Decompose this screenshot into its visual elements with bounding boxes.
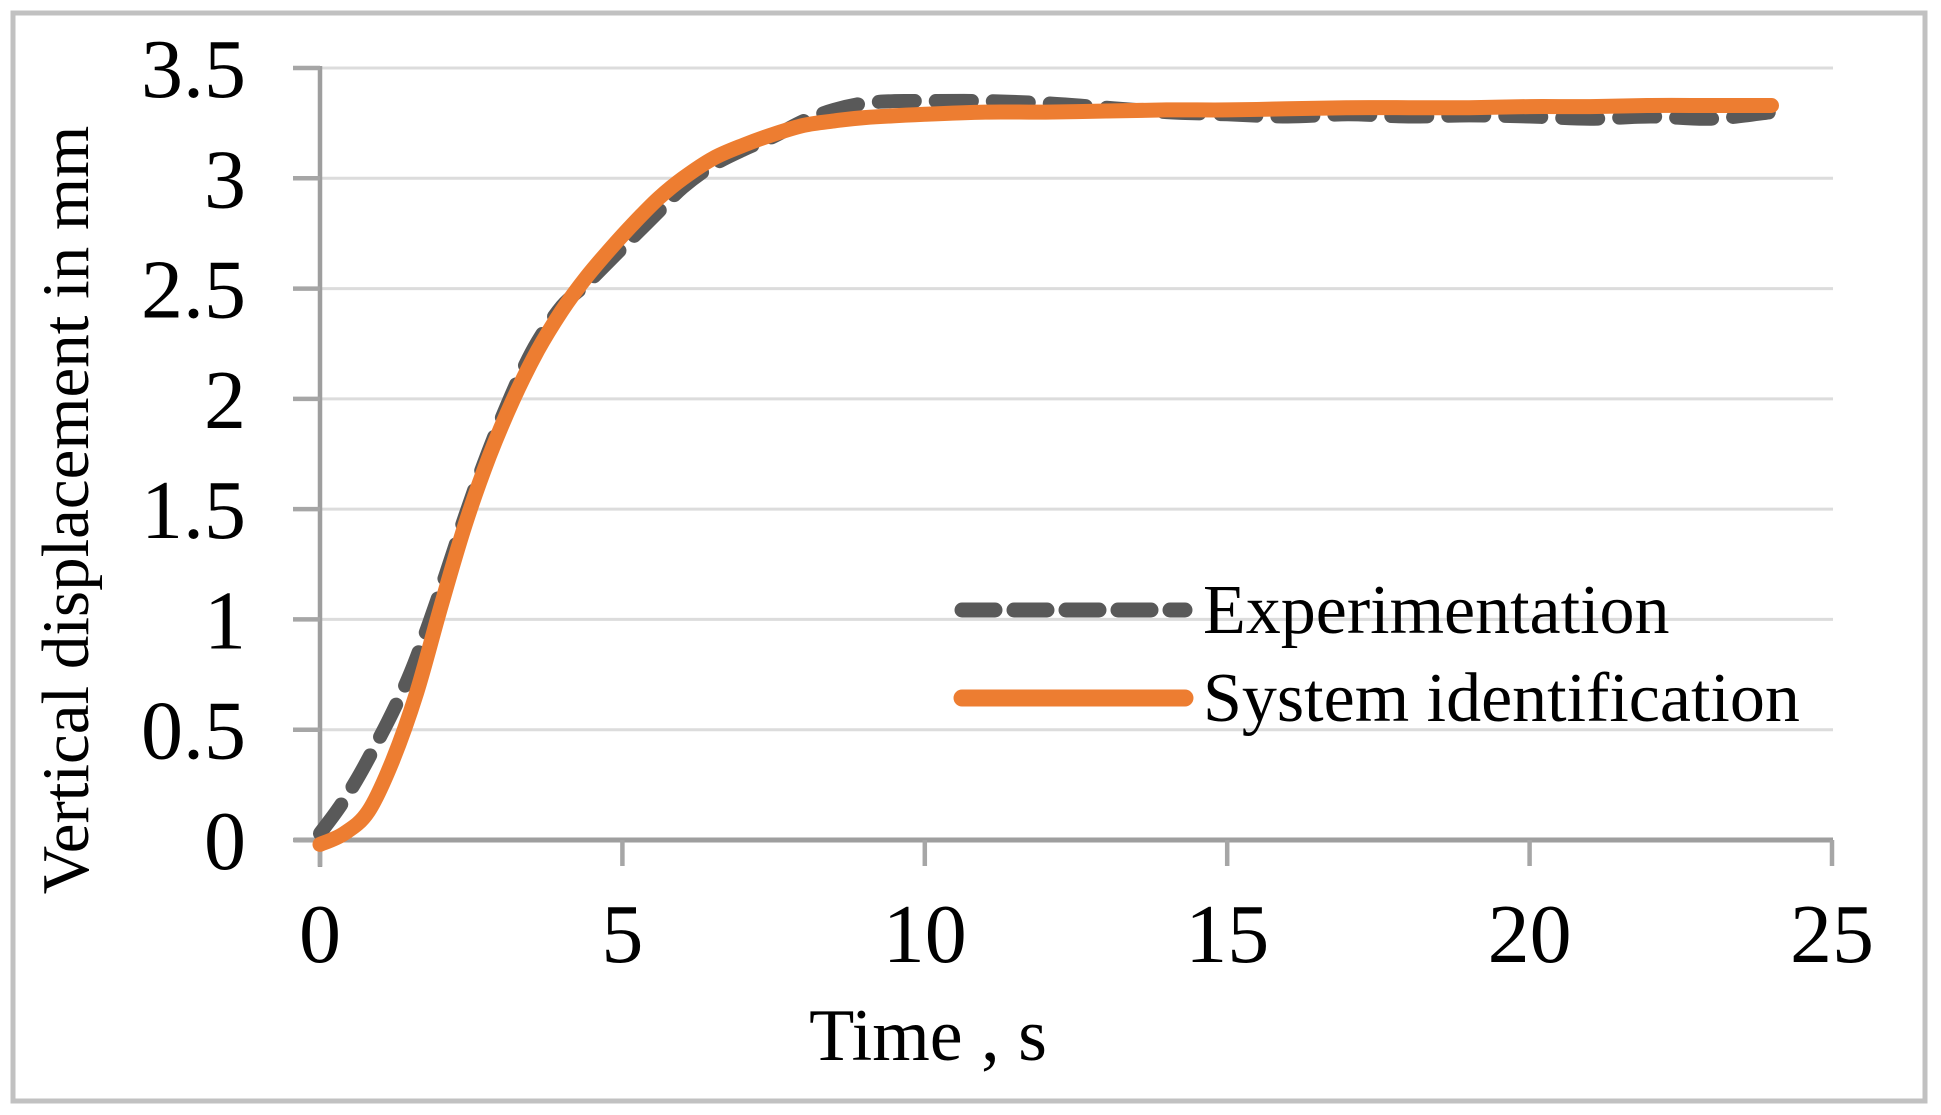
x-tick-label-20: 20 — [1488, 888, 1572, 981]
x-tick-label-0: 0 — [299, 888, 341, 981]
y-tick-label-3.5: 3.5 — [141, 23, 246, 116]
y-tick-label-0: 0 — [204, 795, 246, 888]
y-tick-label-2: 2 — [204, 354, 246, 447]
legend: Experimentation System identification — [953, 572, 1800, 737]
legend-label-experimentation: Experimentation — [1203, 572, 1670, 649]
x-axis-title: Time , s — [809, 995, 1047, 1077]
x-tick-label-15: 15 — [1185, 888, 1269, 981]
series-system-identification-line — [312, 97, 1779, 852]
y-tick-label-0.5: 0.5 — [141, 685, 246, 778]
legend-label-system-identification: System identification — [1203, 660, 1800, 737]
figure-border — [10, 10, 1928, 1104]
y-tick-label-1.5: 1.5 — [141, 464, 246, 557]
y-tick-label-2.5: 2.5 — [141, 244, 246, 337]
y-tick-label-3: 3 — [204, 133, 246, 226]
y-axis-title: Vertical displacement in mm — [29, 126, 103, 894]
y-tick-labels: 0 0.5 1 1.5 2 2.5 3 3.5 — [141, 23, 246, 888]
axes — [294, 66, 1833, 867]
x-tick-labels: 0 5 10 15 20 25 — [299, 888, 1874, 981]
x-tick-label-10: 10 — [883, 888, 967, 981]
y-tick-label-1: 1 — [204, 574, 246, 667]
x-tick-label-5: 5 — [601, 888, 643, 981]
x-tick-label-25: 25 — [1790, 888, 1874, 981]
